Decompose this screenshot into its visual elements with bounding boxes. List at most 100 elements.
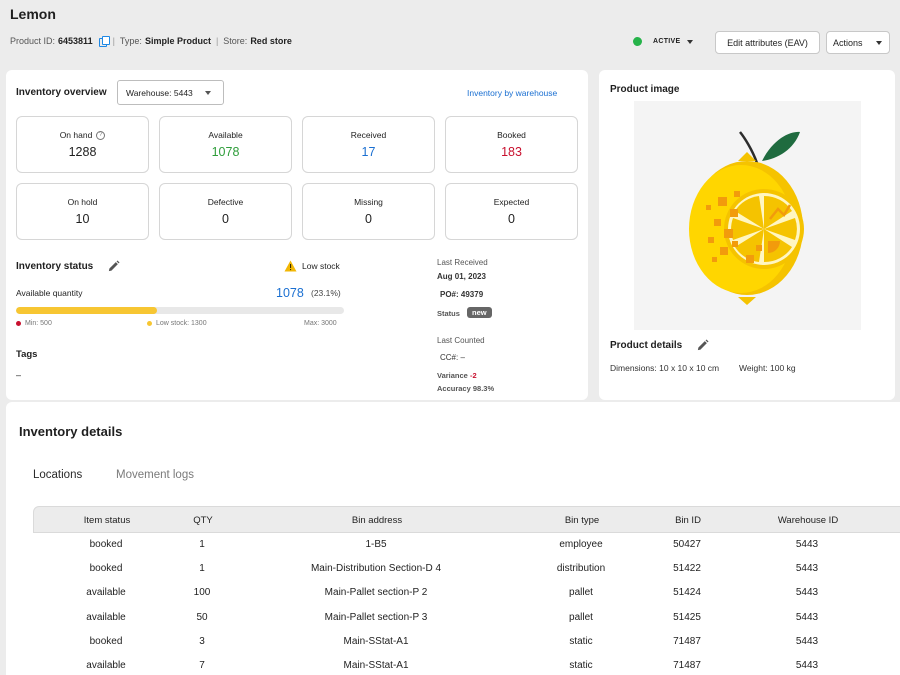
stat-label-text: Missing	[354, 197, 383, 207]
table-row[interactable]: available 100 Main-Pallet section-P 2 palle…	[33, 581, 900, 605]
lemon-illustration	[689, 131, 804, 305]
table-row[interactable]: booked 1 1-B5 employee 50427 5443	[33, 533, 900, 557]
cell-qty: 100	[193, 587, 211, 599]
chevron-down-icon	[204, 90, 211, 95]
table-row[interactable]: booked 1 Main-Distribution Section-D 4 dist…	[33, 557, 900, 581]
store-value: Red store	[250, 36, 292, 46]
help-icon[interactable]: ?	[96, 130, 106, 140]
cell-warehouse-id: 5443	[795, 611, 819, 623]
cell-bin-address: Main-SStat-A1	[343, 659, 409, 671]
stat-label-text: Expected	[493, 197, 530, 207]
chevron-down-icon	[875, 40, 882, 45]
cell-bin-type: static	[569, 659, 593, 671]
page-title: Lemon	[10, 6, 56, 22]
stock-level-bar	[16, 307, 344, 314]
stat-label: Expected	[446, 197, 577, 207]
low-stock-legend-label: Low stock: 1300	[156, 320, 207, 327]
cell-bin-id: 71487	[673, 659, 701, 671]
dimensions-value: Dimensions: 10 x 10 x 10 cm	[610, 363, 720, 373]
cell-bin-type: distribution	[556, 563, 606, 575]
cell-bin-type: pallet	[569, 611, 593, 623]
edit-attributes-button[interactable]: Edit attributes (EAV)	[715, 31, 820, 54]
column-header-bin-type[interactable]: Bin type	[564, 515, 600, 526]
stat-on-hold: On hold 10	[16, 183, 149, 240]
warehouse-select[interactable]: Warehouse: 5443	[117, 80, 224, 105]
column-header-item-status[interactable]: Item status	[83, 515, 131, 526]
cell-qty: 7	[199, 659, 205, 671]
column-header-qty[interactable]: QTY	[193, 515, 213, 526]
cell-item-status: available	[86, 659, 126, 671]
pencil-icon[interactable]	[107, 260, 120, 273]
warning-icon	[284, 260, 297, 272]
inventory-status-title: Inventory status	[16, 261, 94, 272]
cell-item-status: booked	[89, 635, 123, 647]
table-row[interactable]: available 7 Main-SStat-A1 static 71487 5443	[33, 654, 900, 675]
cell-warehouse-id: 5443	[795, 659, 819, 671]
variance-row: Variance -2	[437, 371, 477, 380]
stat-label: Received	[303, 130, 434, 140]
stat-label-text: Available	[208, 130, 243, 140]
cell-bin-type: static	[569, 635, 593, 647]
low-stock-warning: Low stock	[284, 260, 340, 272]
product-id-value: 6453811	[58, 36, 93, 46]
cell-qty: 50	[196, 611, 208, 623]
cell-warehouse-id: 5443	[795, 539, 819, 550]
stat-value: 0	[365, 212, 372, 226]
store-label: Store:	[223, 36, 248, 46]
cell-bin-id: 71487	[673, 635, 701, 647]
available-quantity-value: 1078	[276, 286, 304, 300]
accuracy-value: Accuracy 98.3%	[437, 384, 495, 393]
cell-bin-type: employee	[559, 539, 603, 550]
actions-button[interactable]: Actions	[826, 31, 890, 54]
pencil-icon[interactable]	[696, 339, 709, 352]
stat-expected: Expected 0	[445, 183, 578, 240]
low-stock-dot	[147, 321, 152, 326]
status-label: ACTIVE	[653, 38, 681, 45]
cell-warehouse-id: 5443	[795, 563, 819, 575]
table-body: booked 1 1-B5 employee 50427 5443 booked 1 Main-…	[33, 533, 900, 675]
cell-bin-address: Main-Pallet section-P 3	[324, 611, 428, 623]
product-details-title: Product details	[610, 340, 683, 351]
status-label: Status	[437, 309, 460, 318]
inventory-overview-title: Inventory overview	[16, 87, 107, 98]
cell-item-status: available	[86, 587, 126, 599]
stat-label: On hold	[17, 197, 148, 207]
last-received-po: PO#: 49379	[440, 290, 484, 299]
column-header-warehouse-id[interactable]: Warehouse ID	[777, 515, 839, 526]
column-header-bin-address[interactable]: Bin address	[351, 515, 403, 526]
table-row[interactable]: booked 3 Main-SStat-A1 static 71487 5443	[33, 630, 900, 654]
stat-label: On hand?	[17, 130, 148, 140]
stat-value: 0	[508, 212, 515, 226]
column-header-bin-id[interactable]: Bin ID	[675, 515, 701, 526]
low-stock-label: Low stock	[302, 261, 340, 271]
min-legend: Min: 500	[16, 320, 52, 327]
tab-movement-logs[interactable]: Movement logs	[116, 469, 194, 481]
cell-item-status: available	[86, 611, 126, 623]
stat-label-text: Defective	[207, 197, 244, 207]
weight-value: Weight: 100 kg	[739, 363, 796, 373]
stat-available: Available 1078	[159, 116, 292, 173]
locations-table: Item status QTY Bin address Bin type Bin ID W…	[33, 506, 900, 675]
last-received-date: Aug 01, 2023	[437, 272, 486, 281]
cell-qty: 1	[199, 539, 205, 550]
stat-value: 17	[361, 145, 376, 159]
stat-label-text: On hand	[59, 130, 93, 140]
stat-on-hand: On hand? 1288	[16, 116, 149, 173]
inventory-details-title: Inventory details	[19, 424, 123, 439]
cell-warehouse-id: 5443	[795, 587, 819, 599]
table-row[interactable]: available 50 Main-Pallet section-P 3 pallet…	[33, 606, 900, 630]
table-header: Item status QTY Bin address Bin type Bin ID W…	[33, 506, 900, 533]
cell-qty: 1	[199, 563, 205, 575]
status-dropdown[interactable]: ACTIVE	[633, 37, 694, 46]
last-received-title: Last Received	[437, 258, 488, 267]
cell-warehouse-id: 5443	[795, 635, 819, 647]
cell-bin-address: Main-Pallet section-P 2	[324, 587, 428, 599]
inventory-by-warehouse-link[interactable]: Inventory by warehouse	[467, 88, 558, 98]
tab-locations[interactable]: Locations	[33, 469, 83, 481]
cell-bin-id: 50427	[673, 539, 701, 550]
stock-level-fill	[16, 307, 158, 314]
actions-label: Actions	[833, 37, 863, 48]
copy-icon[interactable]	[98, 36, 110, 47]
product-image	[634, 101, 861, 330]
tags-title: Tags	[16, 349, 38, 360]
